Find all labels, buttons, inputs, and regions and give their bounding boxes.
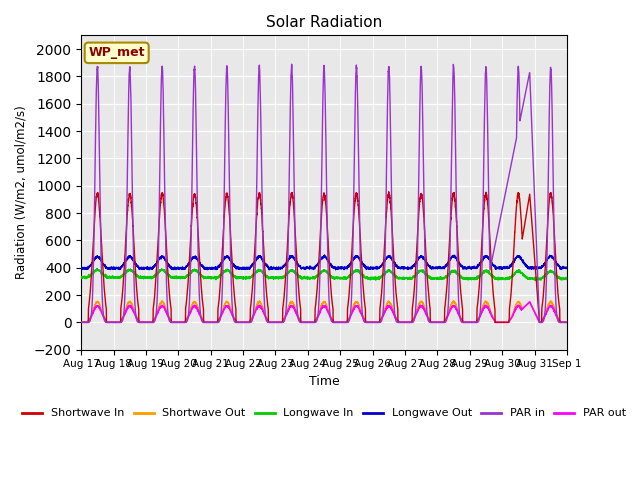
PAR out [164, 314, 172, 320]
Shortwave In [305, 320, 313, 325]
Shortwave In [563, 320, 570, 325]
Shortwave In [406, 320, 413, 325]
Shortwave In [563, 320, 571, 325]
Longwave Out [164, 261, 172, 266]
Shortwave Out [450, 298, 458, 303]
Line: Longwave Out: Longwave Out [81, 255, 567, 270]
Longwave Out [563, 265, 571, 271]
Line: Shortwave In: Shortwave In [81, 192, 567, 323]
Shortwave In [385, 189, 392, 195]
Shortwave In [433, 320, 440, 325]
PAR in [77, 320, 85, 325]
PAR out [77, 320, 85, 325]
PAR out [433, 320, 440, 325]
PAR out [406, 320, 413, 325]
Longwave Out [305, 264, 313, 270]
Longwave Out [563, 265, 570, 271]
Longwave In [305, 275, 313, 280]
Line: Longwave In: Longwave In [81, 269, 567, 280]
Shortwave Out [77, 320, 85, 325]
Line: PAR in: PAR in [81, 64, 567, 323]
Y-axis label: Radiation (W/m2, umol/m2/s): Radiation (W/m2, umol/m2/s) [15, 106, 28, 279]
PAR out [563, 320, 570, 325]
Shortwave Out [164, 313, 172, 319]
Longwave In [77, 275, 85, 280]
Longwave In [563, 276, 570, 281]
Title: Solar Radiation: Solar Radiation [266, 15, 382, 30]
PAR in [563, 320, 570, 325]
Longwave Out [406, 265, 413, 271]
PAR in [433, 320, 440, 325]
Longwave Out [77, 266, 85, 272]
Shortwave Out [460, 320, 468, 325]
Line: Shortwave Out: Shortwave Out [81, 300, 567, 323]
Shortwave In [460, 320, 468, 325]
Longwave In [93, 266, 100, 272]
Longwave Out [321, 252, 328, 258]
PAR in [305, 320, 313, 325]
PAR out [460, 320, 468, 325]
PAR in [288, 61, 296, 67]
Longwave In [433, 275, 440, 281]
Shortwave Out [406, 320, 413, 325]
Legend: Shortwave In, Shortwave Out, Longwave In, Longwave Out, PAR in, PAR out: Shortwave In, Shortwave Out, Longwave In… [18, 404, 630, 423]
Longwave In [164, 272, 172, 277]
PAR in [164, 314, 172, 320]
Longwave In [460, 276, 468, 281]
PAR in [563, 320, 571, 325]
Shortwave Out [563, 320, 571, 325]
Shortwave In [77, 320, 85, 325]
Shortwave Out [433, 320, 440, 325]
PAR out [526, 299, 534, 305]
Shortwave Out [305, 320, 313, 325]
Longwave In [563, 275, 571, 280]
Text: WP_met: WP_met [88, 47, 145, 60]
Longwave In [406, 275, 413, 280]
X-axis label: Time: Time [308, 375, 339, 388]
Longwave Out [433, 265, 440, 271]
Shortwave In [164, 277, 172, 283]
Line: PAR out: PAR out [81, 302, 567, 323]
Longwave In [531, 277, 539, 283]
Longwave Out [332, 267, 339, 273]
PAR out [305, 320, 313, 325]
PAR out [563, 320, 571, 325]
PAR in [406, 320, 413, 325]
Shortwave Out [563, 320, 570, 325]
PAR in [460, 320, 468, 325]
Longwave Out [460, 265, 468, 271]
